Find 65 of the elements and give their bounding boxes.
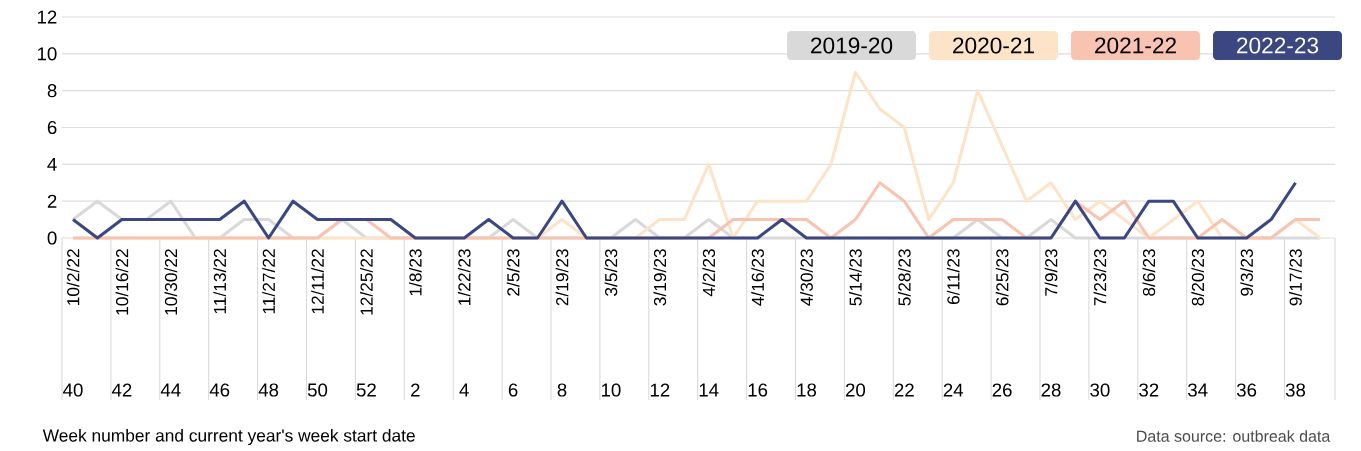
text: 12	[650, 383, 670, 397]
text: 2019-20	[811, 37, 893, 54]
x-tick-label: 10/30/22	[164, 249, 178, 315]
text: 44	[160, 383, 181, 397]
x-tick-label: 3/19/23	[653, 249, 667, 306]
text: 18	[797, 383, 817, 397]
text: 26	[992, 383, 1012, 397]
text: 2022-23	[1237, 37, 1319, 54]
x-tick-label: 11/13/22	[213, 249, 227, 314]
text: 50	[307, 383, 328, 397]
text: 42	[111, 383, 132, 397]
x-tick-label: 7/9/23	[1044, 249, 1058, 296]
text: 34	[1188, 383, 1208, 397]
x-tick-label: 8/6/23	[1142, 249, 1156, 296]
text: 30	[1090, 383, 1110, 397]
x-tick-label: 2/5/23	[506, 249, 520, 296]
text: 32	[1139, 383, 1159, 397]
x-tick-label: 9/17/23	[1289, 249, 1302, 306]
x-tick-label: 8/20/23	[1191, 249, 1205, 306]
text: 38	[1285, 383, 1306, 397]
text: 14	[699, 383, 719, 397]
text: 8	[557, 383, 567, 397]
text: 16	[748, 383, 768, 397]
x-tick-label: 6/25/23	[995, 249, 1009, 306]
x-tick-label: 11/27/22	[262, 249, 275, 314]
x-tick-label: 3/5/23	[604, 249, 618, 296]
text: 20	[845, 383, 866, 397]
y-tick-label: 2	[47, 194, 57, 208]
x-tick-label: 1/22/23	[457, 249, 471, 305]
text: 40	[63, 383, 83, 397]
y-tick-label: 12	[37, 10, 57, 24]
x-tick-label: 5/14/23	[849, 249, 862, 306]
x-tick-label: 5/28/23	[897, 249, 911, 306]
x-tick-label: 4/16/23	[751, 249, 764, 306]
text: 24	[943, 383, 964, 397]
text: 28	[1041, 383, 1061, 397]
text: 6	[508, 383, 518, 397]
y-tick-label: 4	[47, 157, 57, 171]
x-tick-label: 10/2/22	[66, 249, 80, 305]
x-tick-label: 2/19/23	[555, 249, 569, 306]
text: 22	[894, 383, 914, 397]
series-label: 2020-21	[953, 37, 1034, 54]
x-tick-label: 7/23/23	[1093, 249, 1107, 306]
text: 10	[601, 383, 621, 397]
y-tick-label: 8	[47, 84, 57, 98]
y-tick-label: 6	[47, 120, 57, 135]
text: 4	[459, 383, 469, 397]
x-tick-label: 4/30/23	[800, 249, 813, 306]
text: 2	[411, 383, 420, 397]
text: 48	[258, 383, 279, 397]
text: 46	[209, 383, 230, 397]
x-tick-label: 4/2/23	[702, 249, 716, 297]
text: 36	[1236, 383, 1257, 397]
x-tick-label: 10/16/22	[115, 249, 129, 315]
y-tick-label: 10	[37, 47, 57, 61]
x-tick-label: 1/8/23	[408, 249, 422, 296]
y-tick-label: 0	[47, 231, 57, 245]
text: 2021-22	[1095, 37, 1176, 54]
source-note: Data source: outbreak data	[1137, 430, 1331, 442]
text: 52	[356, 383, 376, 397]
x-tick-label: 6/11/23	[946, 249, 960, 305]
x-tick-label: 9/3/23	[1240, 249, 1253, 296]
x-tick-label: 12/25/22	[360, 249, 373, 315]
text: Week number and current year's week start date	[42, 428, 415, 446]
x-tick-label: 12/11/22	[311, 249, 324, 314]
